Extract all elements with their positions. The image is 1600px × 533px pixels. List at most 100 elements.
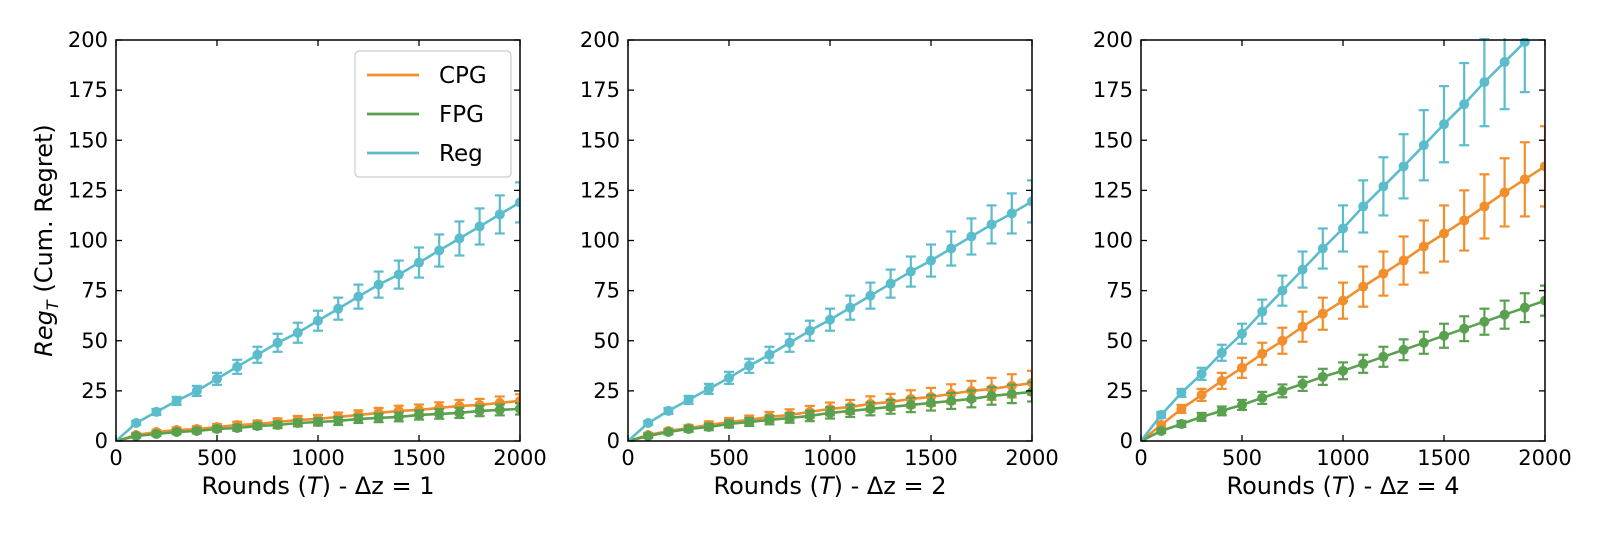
data-point bbox=[1277, 385, 1288, 396]
y-tick-label: 50 bbox=[81, 329, 108, 353]
data-point bbox=[515, 403, 520, 414]
data-point bbox=[825, 314, 835, 325]
data-point bbox=[703, 383, 714, 394]
data-point bbox=[1479, 77, 1490, 88]
y-tick-label: 0 bbox=[607, 429, 620, 453]
data-point bbox=[131, 417, 142, 428]
data-point bbox=[454, 233, 465, 244]
data-point bbox=[926, 255, 936, 266]
data-point bbox=[1277, 335, 1288, 346]
data-point bbox=[1237, 399, 1247, 410]
x-axis-label-var: T bbox=[307, 472, 324, 500]
y-tick-label: 200 bbox=[580, 28, 620, 52]
data-point bbox=[373, 412, 384, 423]
data-point bbox=[865, 403, 876, 414]
data-point bbox=[663, 426, 674, 437]
data-point bbox=[1338, 223, 1348, 234]
data-point bbox=[1479, 201, 1490, 212]
data-point bbox=[1378, 268, 1389, 279]
x-tick-label: 2000 bbox=[1005, 446, 1058, 470]
y-tick-label: 125 bbox=[1093, 178, 1133, 202]
data-point bbox=[744, 360, 755, 371]
data-point bbox=[946, 395, 957, 406]
data-point bbox=[1257, 348, 1268, 359]
y-tick-label: 50 bbox=[1106, 329, 1133, 353]
data-point bbox=[1519, 302, 1530, 313]
data-point bbox=[1358, 358, 1369, 369]
data-point bbox=[1439, 119, 1449, 130]
y-tick-label: 200 bbox=[1093, 28, 1133, 52]
data-point bbox=[373, 279, 384, 290]
data-point bbox=[1540, 161, 1545, 172]
data-point bbox=[1317, 371, 1328, 382]
y-tick-label: 100 bbox=[68, 229, 108, 253]
data-point bbox=[784, 337, 795, 348]
y-tick-label: 0 bbox=[1120, 429, 1133, 453]
data-point bbox=[414, 257, 424, 268]
series-fpg bbox=[116, 402, 520, 441]
data-point bbox=[1439, 330, 1449, 341]
data-point bbox=[151, 406, 162, 417]
data-point bbox=[643, 430, 654, 441]
y-tick-label: 0 bbox=[95, 429, 108, 453]
data-point bbox=[1297, 378, 1308, 389]
data-point bbox=[724, 372, 734, 383]
series-reg bbox=[628, 179, 1032, 441]
data-point bbox=[272, 419, 283, 430]
x-tick-label: 1500 bbox=[904, 446, 957, 470]
data-point bbox=[744, 416, 755, 427]
data-point bbox=[313, 416, 323, 427]
series-reg bbox=[1141, 38, 1530, 441]
data-point bbox=[474, 405, 485, 416]
x-tick-label: 1000 bbox=[1316, 446, 1369, 470]
y-tick-label: 25 bbox=[1106, 379, 1133, 403]
data-point bbox=[1216, 347, 1227, 358]
x-tick-label: 0 bbox=[621, 446, 634, 470]
x-tick-label: 1500 bbox=[1417, 446, 1470, 470]
data-point bbox=[494, 209, 505, 220]
data-point bbox=[1499, 57, 1510, 68]
y-axis-label: RegT (Cum. Regret) bbox=[30, 124, 62, 357]
data-point bbox=[292, 417, 303, 428]
data-point bbox=[885, 401, 896, 412]
chart-panel-2: 0 500 1000 1500 2000 0 25 50 75 100 125 150 175 200 Ro… bbox=[580, 28, 1059, 500]
data-point bbox=[1196, 368, 1207, 379]
data-point bbox=[1459, 99, 1470, 110]
data-point bbox=[151, 428, 162, 439]
data-point bbox=[474, 221, 485, 232]
data-point bbox=[212, 423, 222, 434]
data-point bbox=[1338, 365, 1348, 376]
data-point bbox=[232, 361, 243, 372]
data-point bbox=[946, 243, 957, 254]
data-point bbox=[1317, 308, 1328, 319]
y-tick-label: 75 bbox=[593, 279, 620, 303]
data-point bbox=[1398, 161, 1409, 172]
data-point bbox=[683, 423, 694, 434]
legend: CPG FPG Reg bbox=[354, 50, 512, 178]
series-reg bbox=[116, 181, 520, 441]
data-point bbox=[1519, 38, 1530, 48]
y-tick-label: 125 bbox=[68, 178, 108, 202]
x-axis-label: Rounds (T) - Δz = 4 bbox=[1226, 472, 1459, 500]
data-point bbox=[845, 302, 856, 313]
y-axis-label-main: Reg bbox=[30, 310, 58, 357]
y-tick-label: 100 bbox=[1093, 229, 1133, 253]
data-point bbox=[926, 397, 936, 408]
data-point bbox=[1006, 388, 1017, 399]
y-tick-label: 200 bbox=[68, 28, 108, 52]
data-point bbox=[494, 404, 505, 415]
data-point bbox=[1378, 351, 1389, 362]
data-point bbox=[353, 291, 364, 302]
data-point bbox=[1176, 387, 1187, 398]
chart-panel-3: 0 500 1000 1500 2000 0 25 50 75 100 125 150 175 200 Ro… bbox=[1093, 28, 1572, 500]
data-point bbox=[171, 426, 182, 437]
y-tick-label: 75 bbox=[1106, 279, 1133, 303]
data-point bbox=[1237, 328, 1247, 339]
x-axis-label: Rounds (T) - Δz = 2 bbox=[713, 472, 946, 500]
data-point bbox=[1216, 405, 1227, 416]
data-point bbox=[333, 415, 344, 426]
data-point bbox=[1499, 309, 1510, 320]
data-point bbox=[1459, 323, 1470, 334]
data-point bbox=[1027, 386, 1032, 397]
